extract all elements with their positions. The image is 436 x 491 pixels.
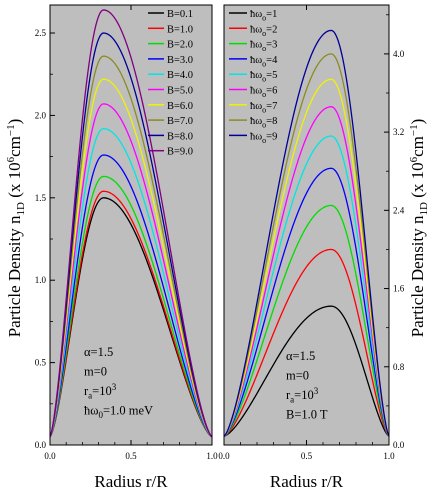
right-x-tick-label: 1.0: [383, 451, 395, 461]
left-x-tick-label: 0.5: [125, 451, 137, 461]
left-legend-label-9: B=8.0: [167, 131, 193, 142]
right-x-axis-title: Radius r/R: [270, 472, 344, 491]
left-legend-label-8: B=7.0: [167, 116, 193, 127]
left-annotation-line-1: α=1.5: [84, 345, 113, 359]
right-x-tick-label: 0.0: [218, 451, 230, 461]
right-legend-label-3: ħωo=3: [250, 40, 277, 54]
left-legend-label-6: B=5.0: [167, 86, 193, 97]
right-series-line-2: [224, 248, 389, 437]
left-legend-label-7: B=6.0: [167, 101, 193, 112]
left-annotation: α=1.5 m=0 ra=103 ħω0=1.0 meV: [84, 345, 153, 420]
right-y-tick-label: 0.0: [393, 440, 405, 450]
right-panel: 0.0 0.5 1.0 Radius r/R 0.0 0.8 1.6 2.4 3.2 4.0 ħωo…: [218, 4, 405, 491]
right-legend-label-4: ħωo=4: [250, 55, 278, 69]
right-legend-label-2: ħωo=2: [250, 24, 277, 38]
left-series-line-7: [50, 78, 212, 438]
left-annotation-line-2: m=0: [84, 365, 107, 379]
right-y-tick-label: 4.0: [393, 49, 405, 59]
left-legend-label-4: B=3.0: [167, 55, 193, 66]
left-legend-label-2: B=1.0: [167, 24, 193, 35]
right-x-tick-label: 0.5: [301, 451, 313, 461]
right-annotation: α=1.5 m=0 ra=103 B=1.0 T: [286, 349, 328, 422]
right-y-tick-label: 2.4: [393, 205, 405, 215]
right-y-tick-label: 1.6: [393, 284, 405, 294]
left-x-axis-title: Radius r/R: [94, 472, 168, 491]
left-series-line-10: [50, 9, 212, 438]
right-series-line-5: [224, 135, 389, 437]
left-series-line-3: [50, 175, 212, 438]
right-series-line-6: [224, 106, 389, 437]
left-y-tick-label: 0.5: [35, 358, 47, 368]
left-annotation-line-3: ra=103: [84, 382, 117, 401]
left-series-line-4: [50, 154, 212, 438]
left-legend-label-3: B=2.0: [167, 40, 193, 51]
left-series-line-8: [50, 55, 212, 438]
left-series-line-6: [50, 103, 212, 438]
right-annotation-line-3: ra=103: [286, 386, 319, 405]
right-annotation-line-2: m=0: [286, 369, 309, 383]
left-legend-label-1: B=0.1: [167, 9, 193, 20]
right-series-line-9: [224, 29, 389, 437]
right-annotation-line-4: B=1.0 T: [286, 408, 328, 422]
left-x-tick-label: 1.0: [206, 451, 218, 461]
right-legend-label-9: ħωo=9: [250, 131, 277, 145]
left-annotation-line-4: ħω0=1.0 meV: [84, 404, 153, 421]
right-legend-label-5: ħωo=5: [250, 70, 277, 84]
left-legend-label-5: B=4.0: [167, 70, 193, 81]
right-y-tick-label: 3.2: [393, 127, 404, 137]
left-y-tick-label: 1.5: [35, 193, 47, 203]
left-y-axis-title: Particle Density n1D (x 106cm−1): [5, 119, 27, 338]
left-y-tick-label: 2.0: [35, 110, 47, 120]
right-legend-label-6: ħωo=6: [250, 86, 277, 100]
right-series-line-8: [224, 53, 389, 437]
left-y-tick-label: 0.0: [35, 440, 47, 450]
right-series-line-4: [224, 167, 389, 437]
right-legend-label-8: ħωo=8: [250, 116, 277, 130]
left-x-tick-label: 0.0: [44, 451, 56, 461]
right-series-line-7: [224, 78, 389, 437]
left-panel: 0.0 0.5 1.0 Radius r/R 0.0 0.5 1.0 1.5 2.0 2.5 B=0…: [35, 4, 218, 491]
right-series-line-3: [224, 204, 389, 437]
left-series-line-9: [50, 32, 212, 438]
right-annotation-line-1: α=1.5: [286, 349, 315, 363]
left-legend: B=0.1 B=1.0 B=2.0 B=3.0 B=4.0 B=5.0 B=6.0 B=7.0…: [148, 9, 193, 158]
left-y-tick-label: 1.0: [35, 275, 47, 285]
right-series-line-1: [224, 305, 389, 437]
right-y-axis-title: Particle Density n1D (x 106cm−1): [408, 119, 430, 338]
left-y-tick-label: 2.5: [35, 28, 47, 38]
left-series-line-2: [50, 190, 212, 438]
right-plot-area: [224, 5, 389, 445]
right-legend-label-7: ħωo=7: [250, 101, 277, 115]
right-y-tick-label: 0.8: [393, 362, 405, 372]
right-legend-label-1: ħωo=1: [250, 9, 277, 23]
left-legend-label-10: B=9.0: [167, 147, 193, 158]
left-series-line-5: [50, 127, 212, 438]
